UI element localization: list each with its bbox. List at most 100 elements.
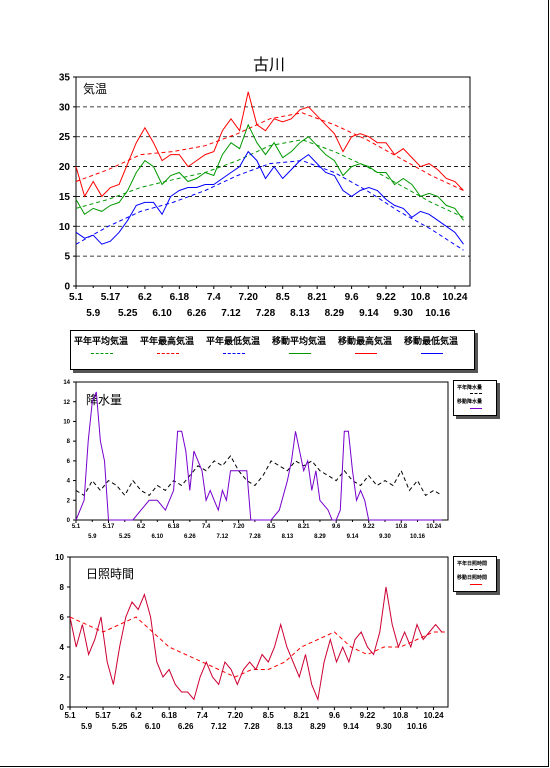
y-tick-label: 35: [59, 73, 71, 84]
y-tick-label: 12: [63, 400, 70, 406]
legend-label-moving-min: 移動最低気温: [404, 336, 459, 346]
legend-label-normal-max: 平年最高気温: [140, 336, 195, 346]
precipitation-legend: 平年降水量 移動降水量: [453, 380, 497, 416]
y-tick-label: 14: [63, 380, 70, 386]
series-line-1: [75, 391, 442, 521]
x-tick-label: 9.6: [345, 292, 359, 303]
x-tick-label: 7.12: [217, 534, 229, 540]
x-tick-label: 7.20: [239, 292, 259, 303]
x-tick-label: 10.24: [442, 292, 467, 303]
x-tick-label: 9.14: [343, 722, 359, 731]
x-tick-label: 7.28: [244, 722, 260, 731]
y-tick-label: 4: [60, 643, 65, 652]
legend-swatch-moving-precip: [470, 408, 482, 409]
series-line-1: [75, 112, 464, 191]
legend-label-normal-sun: 平年日照時間: [457, 561, 488, 567]
y-tick-label: 10: [63, 420, 70, 426]
x-tick-label: 7.4: [207, 292, 221, 303]
x-tick-label: 9.30: [376, 722, 392, 731]
x-tick-label: 9.14: [359, 308, 379, 319]
x-tick-label: 10.8: [395, 524, 407, 530]
x-tick-label: 10.24: [424, 711, 445, 720]
x-tick-label: 7.28: [256, 308, 276, 319]
x-tick-label: 8.5: [267, 524, 276, 530]
legend-swatch-normal-min: [223, 353, 245, 354]
x-tick-label: 8.13: [282, 534, 294, 540]
legend-swatch-moving-sun: [470, 584, 482, 585]
plot-area: [75, 381, 449, 521]
x-tick-label: 9.6: [329, 711, 341, 720]
y-tick-label: 6: [67, 459, 71, 465]
y-tick-label: 6: [60, 613, 65, 622]
x-tick-label: 10.16: [407, 722, 428, 731]
legend-swatch-moving-max: [355, 353, 377, 354]
x-tick-label: 10.16: [425, 308, 450, 319]
series-line-3: [75, 123, 464, 221]
x-tick-label: 10.24: [426, 524, 442, 530]
legend-swatch-normal-sun: [470, 569, 482, 570]
x-tick-label: 8.29: [325, 308, 345, 319]
legend-swatch-moving-avg: [289, 353, 311, 354]
x-tick-label: 9.22: [363, 524, 375, 530]
y-axis-label: 気温: [83, 81, 107, 96]
legend-swatch-normal-max: [157, 353, 179, 354]
legend-label-moving-max: 移動最高気温: [338, 336, 393, 346]
y-axis-label: 降水量: [86, 393, 122, 407]
x-tick-label: 7.4: [197, 711, 209, 720]
legend-label-moving-avg: 移動平均気温: [272, 336, 327, 346]
x-tick-label: 5.25: [118, 308, 138, 319]
plot-area: [75, 76, 471, 287]
x-tick-label: 6.2: [131, 711, 143, 720]
x-tick-label: 6.18: [170, 292, 190, 303]
y-tick-label: 20: [59, 162, 71, 173]
x-tick-label: 7.20: [233, 524, 245, 530]
x-tick-label: 8.21: [298, 524, 310, 530]
x-tick-label: 5.17: [101, 292, 121, 303]
x-tick-label: 9.22: [360, 711, 376, 720]
x-tick-label: 5.17: [95, 711, 111, 720]
legend-label-normal-precip: 平年降水量: [457, 385, 483, 391]
y-axis-label: 日照時間: [86, 567, 134, 581]
sunshine-legend: 平年日照時間 移動日照時間: [453, 556, 497, 592]
x-tick-label: 5.1: [72, 524, 81, 530]
x-tick-label: 6.26: [178, 722, 194, 731]
x-tick-label: 9.14: [347, 534, 359, 540]
y-tick-label: 5: [64, 252, 70, 263]
y-tick-label: 2: [60, 673, 65, 682]
y-tick-label: 25: [59, 132, 71, 143]
x-tick-label: 6.26: [184, 534, 196, 540]
legend-label-normal-min: 平年最低気温: [206, 336, 261, 346]
series-line-2: [75, 160, 464, 251]
precipitation-chart: 0 2 4 6 8 10 12 14 5.1 5.17 6.2 6.18 7.4 7.20 8.5 8.21 9…: [63, 380, 449, 540]
x-tick-label: 8.21: [307, 292, 327, 303]
x-tick-label: 6.2: [137, 524, 146, 530]
x-tick-label: 8.5: [263, 711, 275, 720]
y-tick-label: 30: [59, 102, 71, 113]
legend-swatch-moving-min: [421, 353, 443, 354]
x-tick-label: 8.21: [294, 711, 310, 720]
x-tick-label: 6.10: [152, 308, 172, 319]
x-tick-label: 7.12: [211, 722, 227, 731]
y-tick-label: 2: [67, 498, 71, 504]
x-tick-label: 9.30: [379, 534, 391, 540]
x-tick-label: 5.1: [69, 292, 83, 303]
series-line-4: [75, 91, 464, 198]
legend-swatch-normal-precip: [470, 393, 482, 394]
x-tick-label: 5.25: [112, 722, 128, 731]
x-tick-label: 6.10: [145, 722, 161, 731]
x-tick-label: 6.18: [161, 711, 177, 720]
y-tick-label: 0: [64, 282, 70, 293]
x-tick-label: 10.8: [393, 711, 409, 720]
y-tick-label: 10: [59, 222, 71, 233]
x-tick-label: 8.29: [314, 534, 326, 540]
x-tick-label: 8.5: [276, 292, 290, 303]
y-tick-label: 0: [60, 703, 65, 712]
series-line-0: [75, 455, 443, 497]
x-tick-label: 5.1: [64, 711, 76, 720]
legend-swatch-normal-avg: [91, 353, 113, 354]
x-tick-label: 8.13: [290, 308, 310, 319]
x-tick-label: 7.4: [202, 524, 211, 530]
y-tick-label: 8: [60, 583, 65, 592]
